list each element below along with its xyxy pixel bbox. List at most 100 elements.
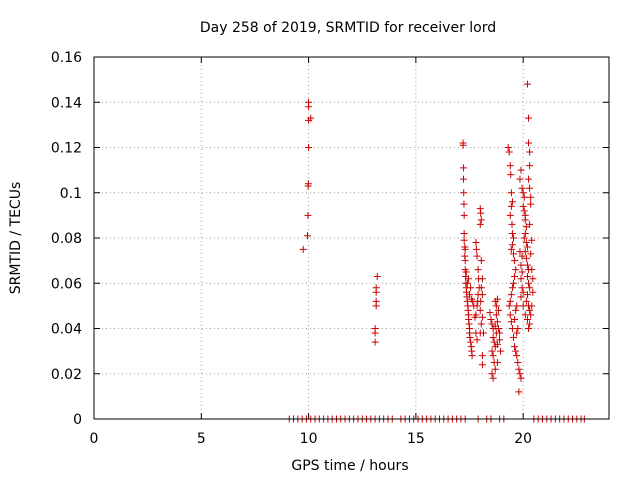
data-point — [518, 252, 526, 260]
data-point — [522, 254, 530, 262]
data-point — [508, 198, 516, 206]
data-point — [515, 365, 523, 373]
data-point — [467, 284, 475, 292]
data-point — [477, 257, 485, 265]
data-point — [517, 374, 525, 382]
data-point — [526, 148, 534, 156]
data-point — [526, 284, 534, 292]
data-point — [508, 284, 516, 292]
data-point — [477, 320, 485, 328]
data-point — [510, 234, 518, 242]
data-point — [506, 297, 514, 305]
data-point — [525, 279, 533, 287]
data-point — [511, 343, 519, 351]
data-point — [460, 211, 468, 219]
data-point — [517, 275, 525, 283]
data-point — [372, 297, 380, 305]
data-point — [476, 306, 484, 314]
data-point — [507, 189, 515, 197]
data-point — [478, 361, 486, 369]
data-point — [506, 162, 514, 170]
data-point — [307, 114, 315, 122]
data-point — [472, 245, 480, 253]
data-point — [517, 293, 525, 301]
data-point — [523, 80, 531, 88]
data-point — [494, 306, 502, 314]
x-tick-label: 20 — [514, 431, 532, 447]
data-point — [526, 162, 534, 170]
data-point — [460, 164, 468, 172]
data-point — [460, 236, 468, 244]
data-point — [304, 211, 312, 219]
data-point — [477, 297, 485, 305]
data-point — [478, 275, 486, 283]
data-point — [473, 336, 481, 344]
data-point — [527, 311, 535, 319]
data-point — [508, 241, 516, 249]
data-point — [523, 315, 531, 323]
data-point — [520, 207, 528, 215]
data-point — [489, 334, 497, 342]
x-tick-label: 10 — [300, 431, 318, 447]
x-tick-label: 5 — [197, 431, 206, 447]
data-point — [489, 374, 497, 382]
data-point — [467, 338, 475, 346]
data-point — [521, 216, 529, 224]
data-point — [513, 302, 521, 310]
data-point — [511, 257, 519, 265]
data-point — [525, 175, 533, 183]
data-point — [460, 229, 468, 237]
data-point — [371, 325, 379, 332]
data-point — [518, 268, 526, 276]
data-point — [523, 261, 531, 269]
x-axis-label: GPS time / hours — [291, 458, 408, 474]
data-point — [523, 272, 531, 280]
data-point — [472, 239, 480, 247]
data-point — [528, 302, 536, 310]
y-tick-label: 0.14 — [51, 95, 82, 111]
data-point — [513, 352, 521, 360]
data-point — [506, 211, 514, 219]
data-point — [526, 220, 534, 228]
data-point — [488, 370, 496, 378]
data-point — [478, 313, 486, 321]
axis-ticks — [93, 56, 609, 420]
data-point — [489, 352, 497, 360]
data-point — [373, 272, 381, 280]
data-point — [460, 175, 468, 183]
chart-title: Day 258 of 2019, SRMTID for receiver lor… — [200, 20, 496, 36]
data-point — [459, 139, 467, 147]
data-point — [462, 268, 470, 276]
data-point — [519, 189, 527, 197]
data-point — [496, 336, 504, 344]
data-point — [486, 309, 494, 317]
data-point — [493, 295, 501, 303]
data-point — [507, 291, 515, 299]
data-point — [513, 329, 521, 337]
data-point — [512, 266, 520, 274]
data-point — [305, 98, 313, 106]
data-point — [507, 245, 515, 253]
data-point — [461, 245, 469, 253]
data-point — [461, 257, 469, 265]
y-tick-label: 0.08 — [51, 231, 82, 247]
y-tick-label: 0.1 — [60, 186, 82, 202]
data-point — [473, 252, 481, 260]
data-point — [529, 275, 537, 283]
data-point — [299, 245, 307, 253]
data-point — [522, 297, 530, 305]
data-point — [525, 139, 533, 147]
data-point — [518, 284, 526, 292]
data-point — [526, 320, 534, 328]
y-tick-label: 0.16 — [51, 50, 82, 66]
data-point — [473, 302, 481, 310]
data-point — [471, 313, 479, 321]
data-point — [529, 288, 537, 296]
data-point — [505, 148, 513, 156]
data-point — [304, 232, 312, 240]
data-point — [527, 193, 535, 201]
data-point — [510, 250, 518, 258]
data-point — [460, 200, 468, 208]
y-tick-label: 0.04 — [51, 322, 82, 338]
